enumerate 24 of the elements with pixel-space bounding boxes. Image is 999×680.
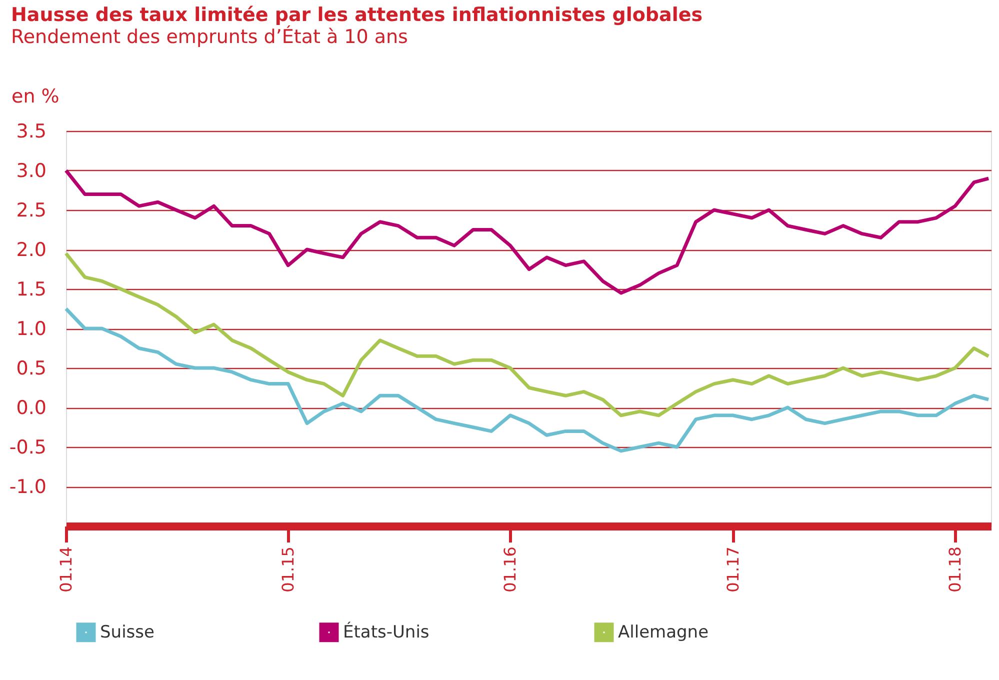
line-series [64,252,990,418]
chart-subtitle: Rendement des emprunts d’État à 10 ans [11,25,408,48]
y-tick-label: -0.5 [9,436,46,458]
y-tick-label: 1.5 [16,278,46,300]
legend-label: Allemagne [618,622,709,642]
line-series [64,307,990,453]
x-tick-label: 01.18 [946,546,965,592]
y-tick-label: 2.0 [16,239,46,261]
y-tick-label: 1.0 [16,318,46,340]
legend-label: Suisse [100,622,154,642]
y-tick-label: 3.5 [16,120,46,142]
x-tick-label: 01.17 [723,546,742,592]
y-tick-label: 0.0 [16,397,46,419]
y-tick-label: 0.5 [16,358,46,380]
y-tick-label: -1.0 [9,476,46,498]
line-series [64,168,990,295]
y-tick-label: 3.0 [16,160,46,182]
chart-title: Hausse des taux limitée par les attentes inflationnistes globales [11,4,703,26]
x-tick-label: 01.16 [500,546,520,592]
legend-label: États-Unis [343,621,430,642]
y-axis-title: en % [12,86,60,108]
x-tick-label: 01.15 [278,546,298,592]
y-tick-label: 2.5 [16,200,46,222]
x-tick-label: 01.14 [56,546,76,592]
